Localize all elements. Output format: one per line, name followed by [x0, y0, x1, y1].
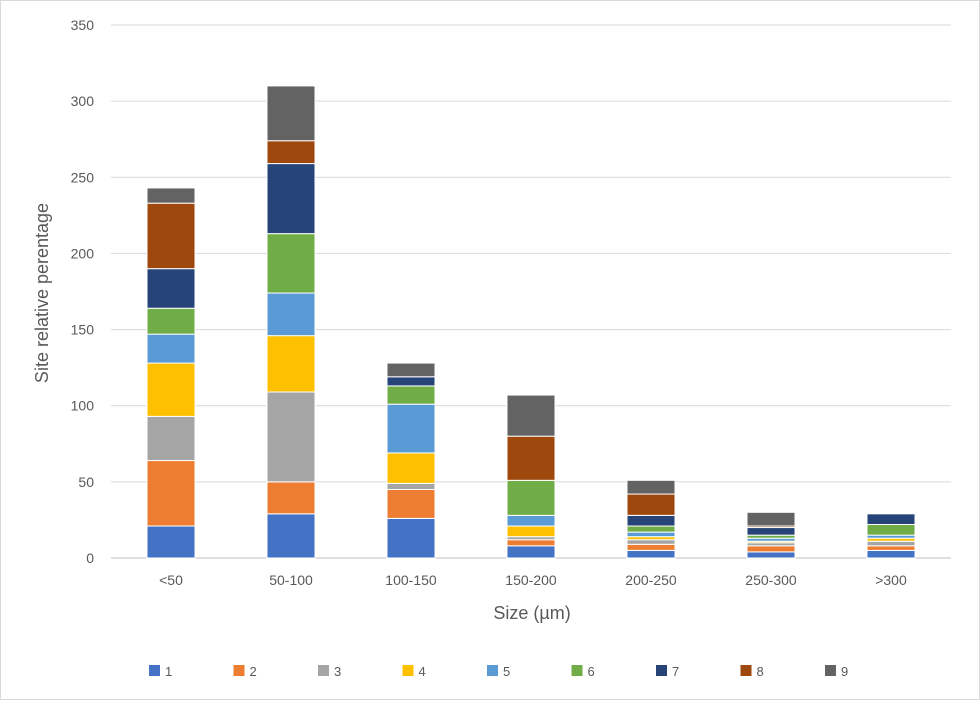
bar-segment-series-5-1 — [146, 333, 196, 364]
y-axis-ticks: 0 50 100 150 200 250 300 350 — [71, 17, 95, 566]
bar-segment-series-5-3 — [386, 403, 436, 454]
bar-segment-series-3-3 — [386, 482, 436, 490]
bar-segment-series-2-1 — [146, 460, 196, 527]
bar-segment-series-1-5 — [626, 549, 676, 559]
bar-segment-series-9-6 — [746, 511, 796, 527]
legend-label-1: 1 — [165, 664, 172, 679]
legend-swatch-8 — [740, 665, 752, 676]
legend-label-6: 6 — [588, 664, 595, 679]
bar-segment-series-1-2 — [266, 513, 316, 559]
y-tick-label: 100 — [71, 398, 95, 414]
bar-segment-series-6-5 — [626, 525, 676, 533]
bar-segment-series-2-7 — [866, 545, 916, 551]
bar-segment-series-1-6 — [746, 551, 796, 559]
legend-swatch-7 — [656, 665, 667, 676]
bar-segment-series-2-2 — [266, 481, 316, 515]
y-tick-label: 0 — [86, 550, 94, 566]
x-tick-label: 150-200 — [505, 572, 557, 588]
bar-segment-series-4-2 — [266, 335, 316, 393]
y-tick-label: 50 — [78, 474, 94, 490]
x-tick-label: 250-300 — [745, 572, 797, 588]
bar-segment-series-6-7 — [866, 523, 916, 536]
x-tick-label: 50-100 — [269, 572, 313, 588]
bar-segment-series-7-6 — [746, 527, 796, 536]
bar-segment-series-7-5 — [626, 514, 676, 527]
bar-segment-series-3-5 — [626, 539, 676, 545]
bar-segment-series-4-4 — [506, 525, 556, 538]
legend-label-9: 9 — [841, 664, 848, 679]
y-tick-label: 250 — [71, 169, 95, 185]
x-axis-title: Size (µm) — [493, 603, 570, 623]
legend-label-7: 7 — [672, 664, 679, 679]
bar-segment-series-2-6 — [746, 545, 796, 553]
bar-segment-series-8-4 — [506, 435, 556, 481]
y-tick-label: 300 — [71, 93, 95, 109]
bar-segment-series-9-5 — [626, 479, 676, 495]
legend-swatch-1 — [149, 665, 160, 676]
bar-segment-series-7-7 — [866, 513, 916, 525]
legend-swatch-3 — [318, 665, 329, 676]
bar-segment-series-3-2 — [266, 391, 316, 483]
legend-swatch-2 — [233, 665, 245, 676]
bar-segment-series-8-1 — [146, 202, 196, 270]
bar-segment-series-8-2 — [266, 140, 316, 165]
bar-segment-series-4-1 — [146, 362, 196, 417]
x-axis-ticks: <50 50-100 100-150 150-200 200-250 250-300 >30… — [159, 572, 907, 588]
x-tick-label: <50 — [159, 572, 183, 588]
y-axis-title: Site relative perentage — [32, 203, 52, 383]
bar-segment-series-3-7 — [866, 540, 916, 547]
bar-segment-series-7-3 — [386, 376, 436, 387]
legend-swatch-4 — [402, 665, 414, 676]
bar-segment-series-9-3 — [386, 362, 436, 378]
y-tick-label: 150 — [71, 322, 95, 338]
bar-segment-series-6-1 — [146, 307, 196, 335]
x-tick-label: >300 — [875, 572, 907, 588]
bar-segment-series-9-4 — [506, 394, 556, 437]
y-tick-label: 350 — [71, 17, 95, 33]
bar-segment-series-2-4 — [506, 539, 556, 547]
bar-segment-series-2-5 — [626, 543, 676, 551]
bars — [146, 85, 916, 559]
bar-segment-series-6-3 — [386, 385, 436, 405]
bar-segment-series-9-2 — [266, 85, 316, 142]
legend-label-3: 3 — [334, 664, 341, 679]
bar-segment-series-5-2 — [266, 292, 316, 337]
y-tick-label: 200 — [71, 245, 95, 261]
legend-label-2: 2 — [250, 664, 257, 679]
bar-segment-series-6-2 — [266, 233, 316, 294]
bar-segment-series-1-1 — [146, 525, 196, 559]
bar-segment-series-3-1 — [146, 415, 196, 462]
bar-segment-series-8-5 — [626, 493, 676, 516]
bar-segment-series-1-3 — [386, 517, 436, 559]
bar-segment-series-4-3 — [386, 452, 436, 484]
bar-segment-series-1-4 — [506, 545, 556, 559]
legend-swatch-9 — [825, 665, 836, 676]
bar-segment-series-6-4 — [506, 479, 556, 516]
bar-segment-series-5-4 — [506, 514, 556, 527]
legend-swatch-5 — [487, 665, 498, 676]
bar-segment-series-7-1 — [146, 268, 196, 309]
x-tick-label: 100-150 — [385, 572, 437, 588]
bar-segment-series-7-2 — [266, 163, 316, 235]
legend-swatch-6 — [571, 665, 583, 676]
x-tick-label: 200-250 — [625, 572, 677, 588]
legend: 1 2 3 4 5 6 7 8 9 — [149, 664, 848, 679]
bar-segment-series-9-1 — [146, 187, 196, 204]
bar-segment-series-1-7 — [866, 549, 916, 559]
bar-segment-series-2-3 — [386, 488, 436, 519]
legend-label-4: 4 — [419, 664, 426, 679]
bar-segment-series-5-5 — [626, 531, 676, 538]
legend-label-5: 5 — [503, 664, 510, 679]
legend-label-8: 8 — [757, 664, 764, 679]
